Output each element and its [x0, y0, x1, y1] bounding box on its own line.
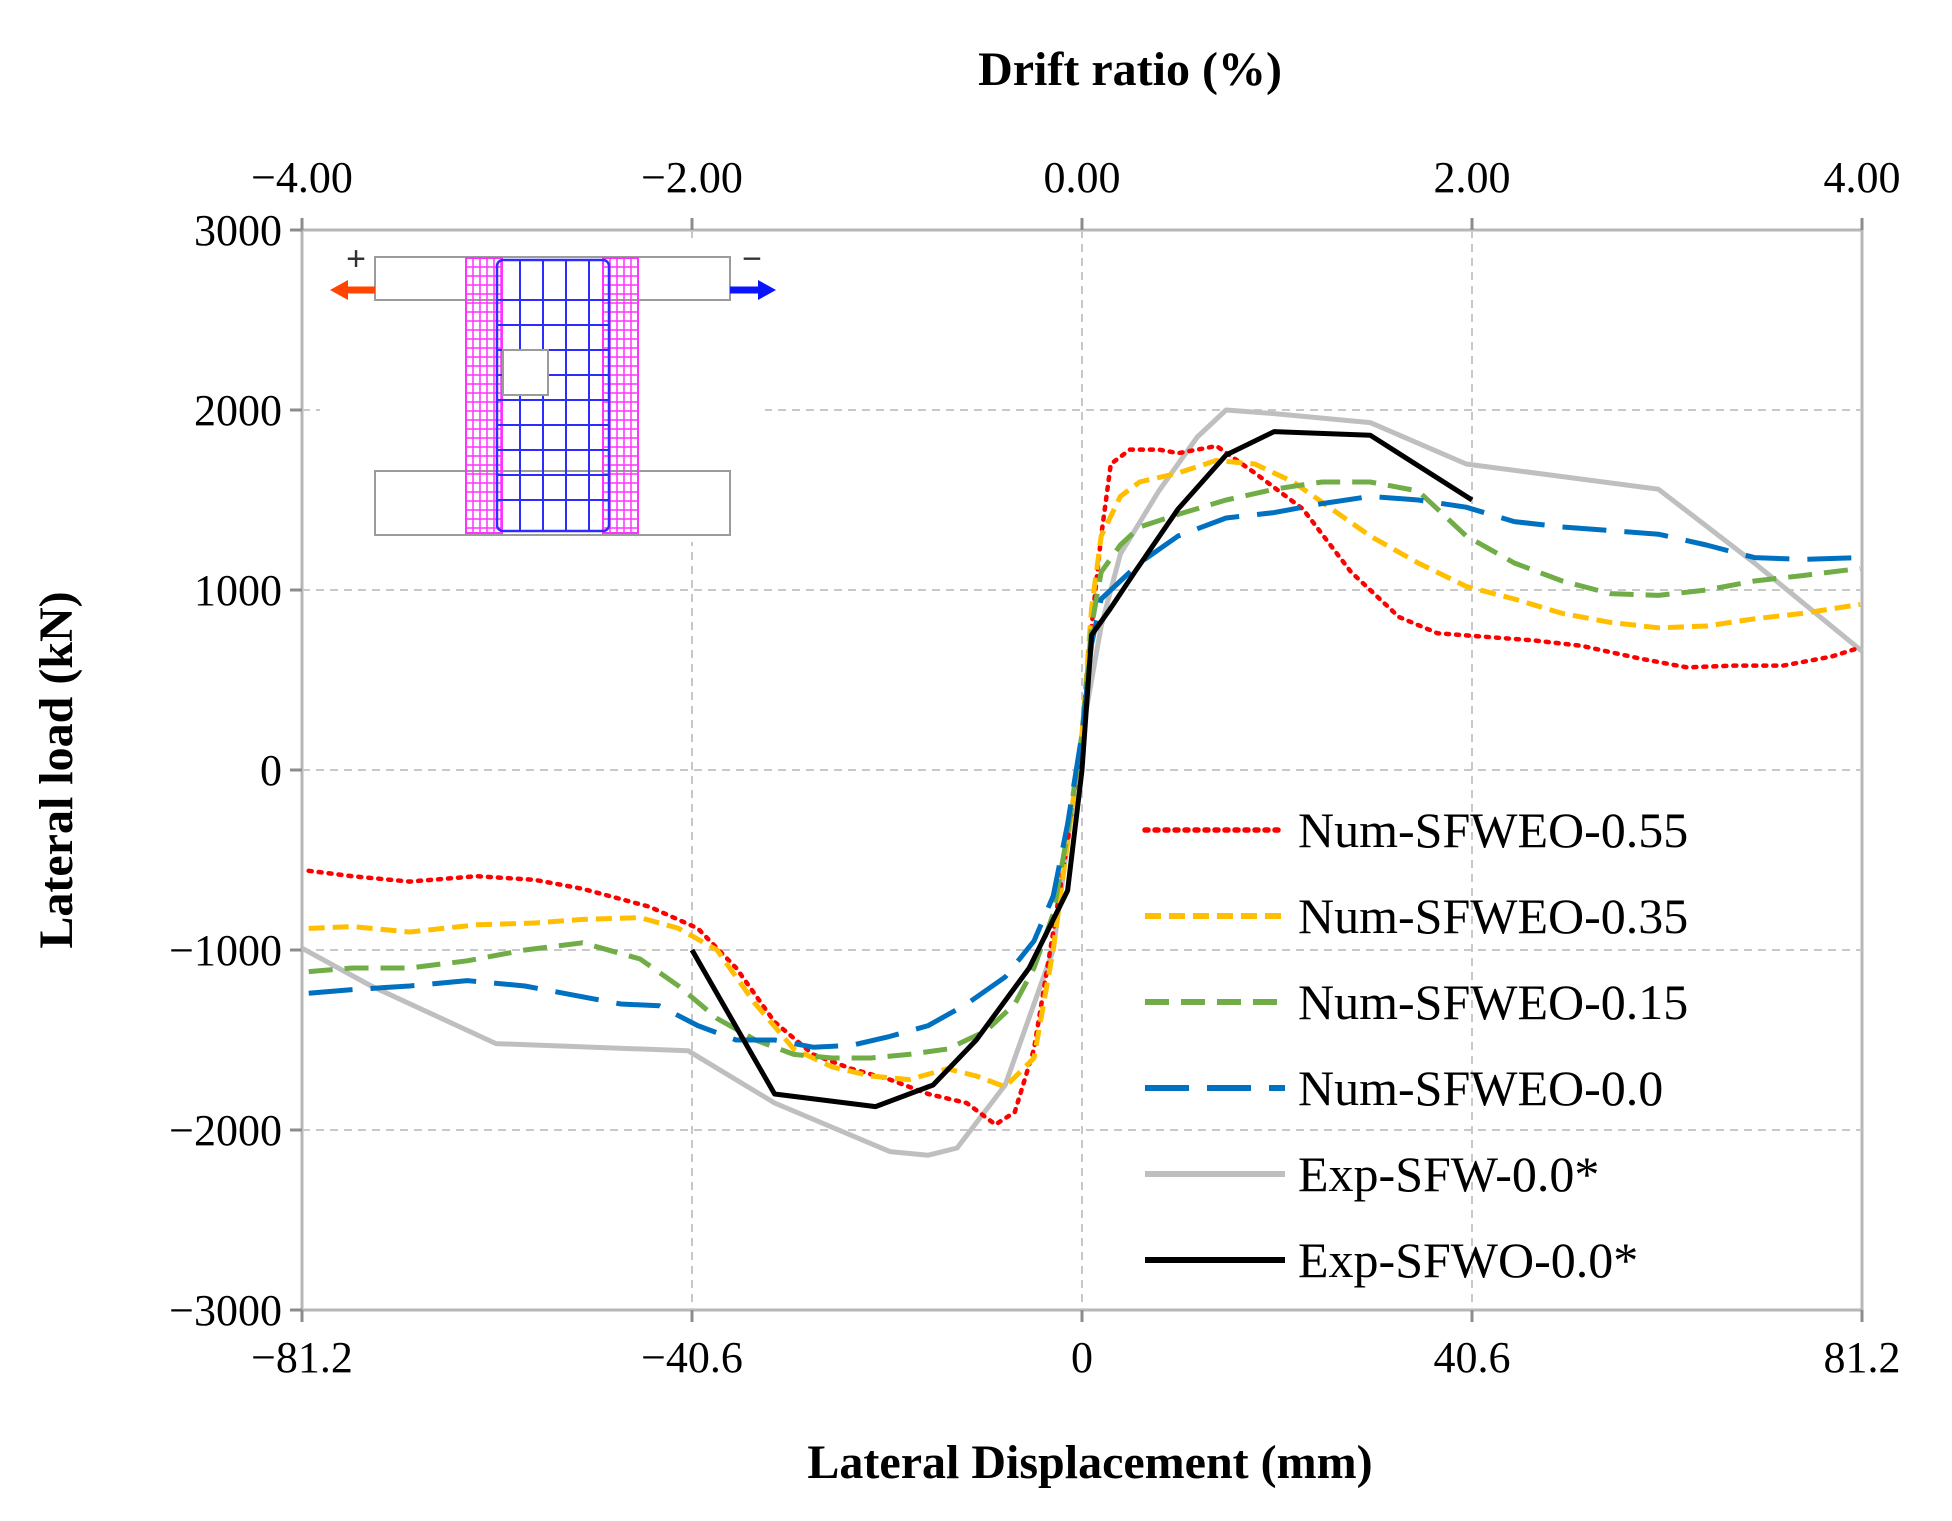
- x-tick-label: 0: [1071, 1333, 1093, 1382]
- series-line-exp-sfw-0-0-: [300, 407, 1864, 1158]
- y-tick-label: 0: [260, 746, 282, 795]
- x-tick-label: −81.2: [251, 1333, 353, 1382]
- x2-axis-title: Drift ratio (%): [978, 43, 1282, 96]
- x-axis-title: Lateral Displacement (mm): [807, 1436, 1372, 1489]
- wall-specimen-inset: + −: [320, 240, 776, 542]
- inset-minus-sign: −: [742, 240, 762, 278]
- x-tick-label: −40.6: [641, 1333, 743, 1382]
- y-axis-title: Lateral load (kN): [30, 591, 83, 948]
- push-arrow-icon: [330, 280, 375, 300]
- x-tick-label: 81.2: [1824, 1333, 1901, 1382]
- y-tick-label: −1000: [169, 926, 282, 975]
- legend-label: Num-SFWEO-0.35: [1298, 888, 1688, 944]
- x2-tick-label: −4.00: [251, 153, 353, 202]
- inset-web-outline: [495, 258, 611, 533]
- legend: Num-SFWEO-0.55 Num-SFWEO-0.35 Num-SFWEO-0.…: [1142, 802, 1688, 1288]
- y-tick-label: −3000: [169, 1286, 282, 1335]
- inset-wall-opening: [502, 349, 549, 396]
- x2-ticks-layer: −4.00 −2.00 0.00 2.00 4.00: [251, 153, 1901, 230]
- inset-top-beam: [374, 256, 731, 301]
- legend-label: Num-SFWEO-0.0: [1298, 1060, 1663, 1116]
- legend-label: Exp-SFWO-0.0*: [1298, 1232, 1638, 1288]
- series-line-num-sfweo-0-0: [308, 493, 1861, 1050]
- y-tick-label: 1000: [194, 566, 282, 615]
- series-line-num-sfweo-0-35: [308, 457, 1861, 1090]
- inset-reinforcement-mesh: [465, 257, 639, 534]
- x-ticks-layer: −81.2 −40.6 0 40.6 81.2: [251, 1310, 1901, 1382]
- x2-tick-label: 2.00: [1434, 153, 1511, 202]
- y-tick-label: −2000: [169, 1106, 282, 1155]
- x2-tick-label: 4.00: [1824, 153, 1901, 202]
- inset-plus-sign: +: [346, 240, 366, 278]
- y-ticks-layer: 3000 2000 1000 0 −1000 −2000 −3000: [169, 206, 302, 1335]
- legend-label: Num-SFWEO-0.15: [1298, 974, 1688, 1030]
- x-tick-label: 40.6: [1434, 1333, 1511, 1382]
- legend-label: Num-SFWEO-0.55: [1298, 802, 1688, 858]
- series-line-exp-sfwo-0-0-: [689, 429, 1474, 1110]
- y-tick-label: 2000: [194, 386, 282, 435]
- legend-label: Exp-SFW-0.0*: [1298, 1146, 1599, 1202]
- x2-tick-label: 0.00: [1044, 153, 1121, 202]
- x2-tick-label: −2.00: [641, 153, 743, 202]
- pull-arrow-icon: [730, 280, 776, 300]
- inset-bottom-foundation: [374, 470, 731, 536]
- inset-boundary-cage: [602, 257, 639, 534]
- y-tick-label: 3000: [194, 206, 282, 255]
- series-layer: [300, 407, 1864, 1158]
